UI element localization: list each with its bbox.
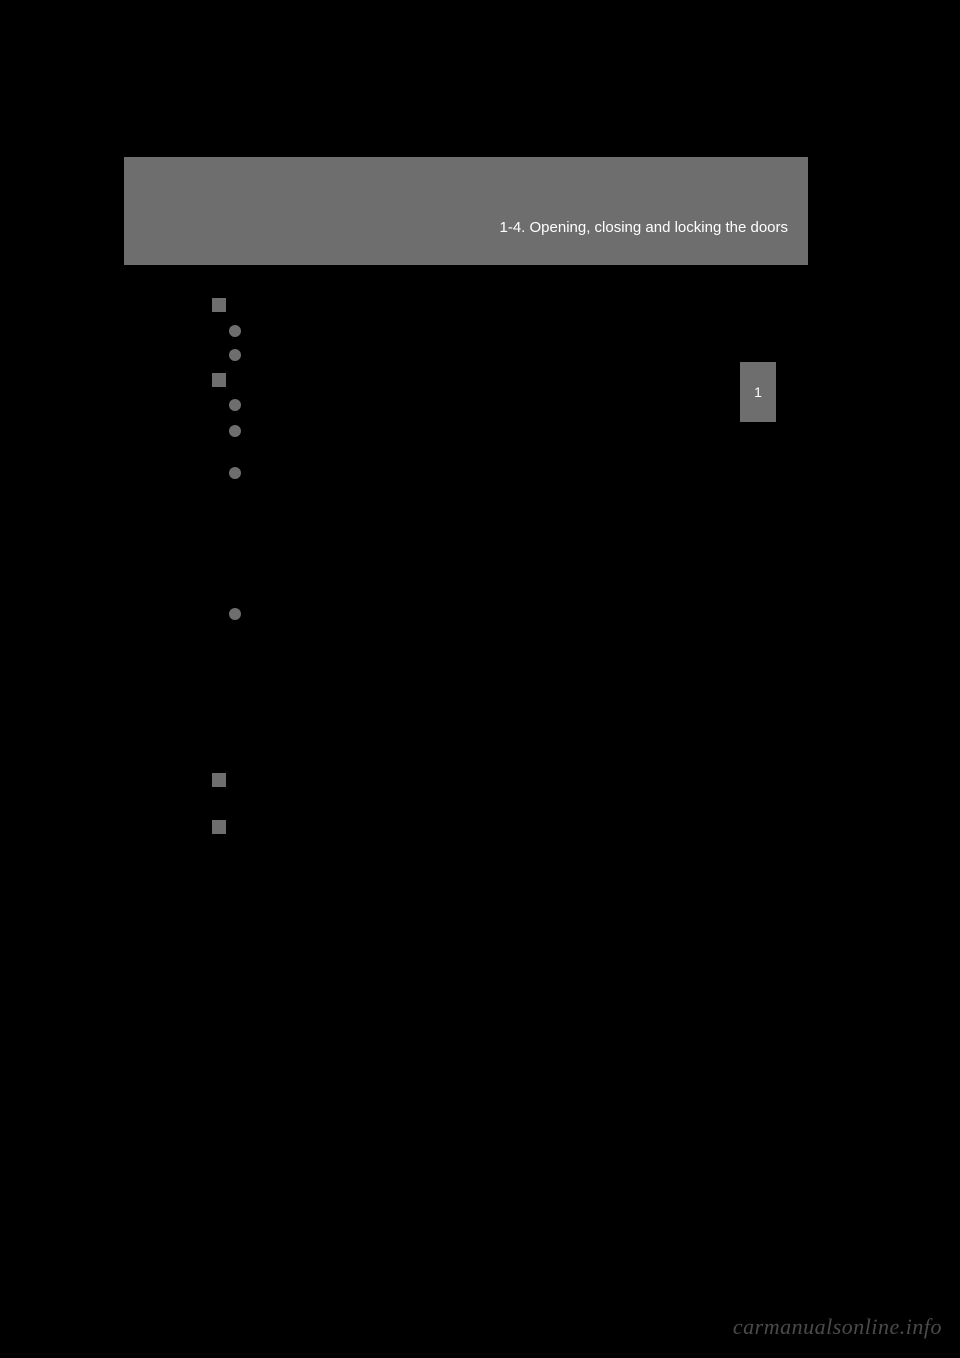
header-band: 1-4. Opening, closing and locking the do… xyxy=(124,157,808,265)
watermark-text: carmanualsonline.info xyxy=(733,1314,942,1340)
square-bullet-icon xyxy=(212,820,226,834)
chapter-number: 1 xyxy=(754,384,762,400)
square-bullet-icon xyxy=(212,298,226,312)
round-bullet-icon xyxy=(229,399,241,411)
round-bullet-icon xyxy=(229,425,241,437)
section-title: 1-4. Opening, closing and locking the do… xyxy=(499,219,788,236)
round-bullet-icon xyxy=(229,325,241,337)
round-bullet-icon xyxy=(229,608,241,620)
square-bullet-icon xyxy=(212,773,226,787)
round-bullet-icon xyxy=(229,467,241,479)
square-bullet-icon xyxy=(212,373,226,387)
round-bullet-icon xyxy=(229,349,241,361)
chapter-side-tab: 1 xyxy=(740,362,776,422)
